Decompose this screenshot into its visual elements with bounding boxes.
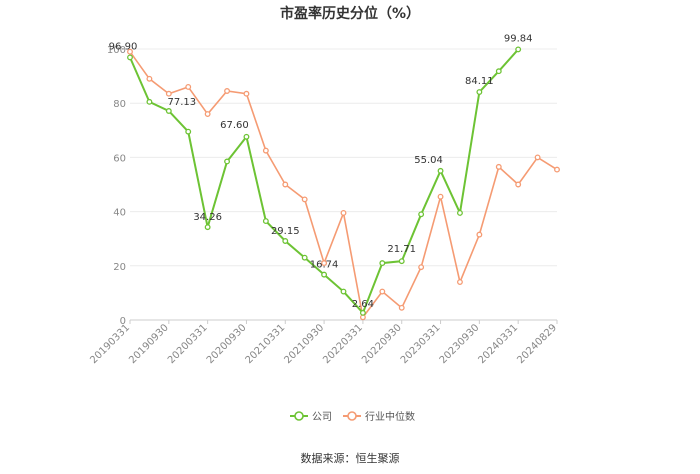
- data-point[interactable]: [282, 238, 289, 244]
- data-point[interactable]: [321, 260, 328, 267]
- data-label: 84.11: [465, 76, 494, 87]
- data-point[interactable]: [224, 158, 230, 165]
- y-tick-label: 0: [120, 316, 126, 327]
- source-note: 数据来源：恒生聚源: [301, 451, 400, 465]
- data-point[interactable]: [476, 89, 483, 96]
- data-point[interactable]: [204, 224, 211, 231]
- data-point[interactable]: [340, 288, 347, 295]
- legend[interactable]: 公司 行业中位数: [290, 410, 415, 423]
- x-tick-label: 20230930: [438, 322, 482, 366]
- data-point[interactable]: [437, 193, 444, 200]
- data-point[interactable]: [476, 231, 483, 238]
- x-tick-label: 20210930: [282, 322, 326, 366]
- x-tick-label: 20230331: [399, 322, 443, 366]
- data-point[interactable]: [282, 181, 289, 188]
- data-point[interactable]: [398, 258, 405, 265]
- chart-title: 市盈率历史分位（%）: [280, 5, 420, 22]
- data-labels: 96.90 77.13 34.26 67.60 29.15 16.74 2.64 21.71 5…: [109, 33, 533, 309]
- data-point[interactable]: [165, 90, 172, 97]
- data-point[interactable]: [359, 309, 366, 316]
- data-point[interactable]: [165, 108, 172, 114]
- data-point[interactable]: [146, 75, 153, 82]
- data-point[interactable]: [301, 254, 308, 261]
- data-point[interactable]: [127, 54, 133, 61]
- data-point[interactable]: [340, 210, 347, 216]
- data-point[interactable]: [379, 288, 386, 295]
- x-tick-label: 20220930: [360, 322, 404, 366]
- legend-marker: [294, 411, 304, 421]
- series-line-industry-median: [129, 51, 558, 320]
- y-tick-label: 40: [113, 208, 126, 219]
- data-point[interactable]: [515, 46, 522, 53]
- x-tick-label: 20200930: [205, 322, 249, 366]
- data-label: 55.04: [414, 155, 443, 166]
- data-point[interactable]: [515, 181, 522, 188]
- x-tick-label: 20190930: [127, 322, 171, 366]
- data-point[interactable]: [262, 218, 269, 225]
- data-point[interactable]: [437, 167, 444, 174]
- data-point[interactable]: [301, 196, 308, 203]
- y-tick-label: 60: [113, 153, 126, 164]
- series-layer: [127, 46, 560, 321]
- data-point[interactable]: [243, 133, 250, 140]
- legend-industry-median[interactable]: 行业中位数: [343, 410, 415, 423]
- data-point[interactable]: [495, 163, 502, 170]
- x-axis: 2019033120190930202003312020093020210331…: [88, 320, 559, 366]
- data-point[interactable]: [495, 68, 502, 75]
- y-tick-label: 80: [113, 99, 126, 110]
- data-point[interactable]: [418, 264, 425, 271]
- data-point[interactable]: [224, 88, 230, 94]
- x-tick-label: 20210331: [244, 322, 288, 366]
- data-label: 21.71: [387, 244, 416, 255]
- data-point[interactable]: [243, 90, 250, 97]
- data-point[interactable]: [418, 211, 425, 218]
- data-point[interactable]: [457, 210, 463, 216]
- legend-company[interactable]: 公司: [290, 411, 332, 423]
- data-point[interactable]: [185, 83, 192, 90]
- data-point[interactable]: [185, 128, 192, 135]
- y-axis: 0 20 40 60 80 100: [107, 45, 126, 327]
- y-tick-label: 20: [113, 262, 126, 273]
- legend-label: 行业中位数: [365, 410, 415, 423]
- data-point[interactable]: [457, 279, 463, 286]
- data-label: 2.64: [352, 299, 374, 310]
- legend-marker: [347, 411, 357, 421]
- data-label: 34.26: [193, 212, 222, 223]
- data-label: 16.74: [310, 260, 339, 271]
- data-label: 96.90: [109, 41, 138, 52]
- data-point[interactable]: [262, 147, 269, 154]
- data-label: 77.13: [167, 97, 196, 108]
- y-tick-label: 100: [107, 45, 126, 56]
- data-point[interactable]: [321, 271, 328, 278]
- data-label: 29.15: [271, 226, 300, 237]
- x-tick-label: 20240829: [515, 322, 559, 366]
- data-label: 99.84: [504, 33, 533, 44]
- data-point[interactable]: [379, 260, 386, 267]
- data-point[interactable]: [146, 98, 153, 105]
- x-tick-label: 20240331: [477, 322, 521, 366]
- data-point[interactable]: [204, 111, 211, 117]
- x-tick-label: 20200331: [166, 322, 210, 366]
- x-tick-label: 20220331: [321, 322, 365, 366]
- data-point[interactable]: [554, 166, 560, 173]
- data-label: 67.60: [220, 120, 249, 131]
- data-point[interactable]: [534, 154, 541, 161]
- data-point[interactable]: [127, 48, 133, 55]
- data-point[interactable]: [398, 304, 405, 311]
- x-tick-label: 20190331: [88, 322, 132, 366]
- legend-label: 公司: [312, 412, 332, 423]
